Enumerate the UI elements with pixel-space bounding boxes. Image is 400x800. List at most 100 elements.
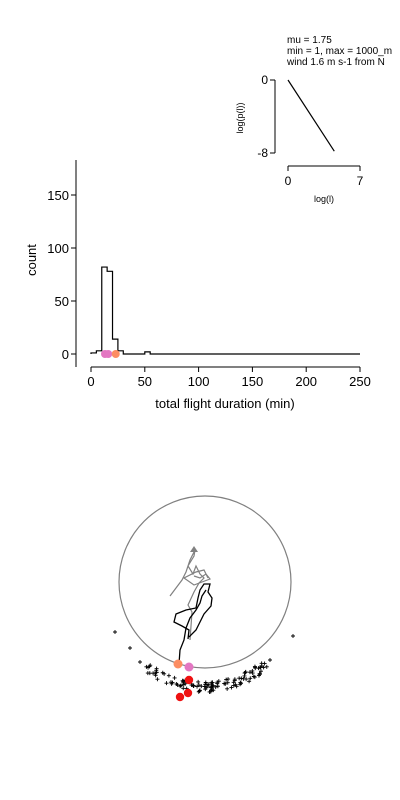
endpoint-plus-88 (196, 689, 201, 694)
endpoint-plus-12 (250, 671, 255, 676)
endpoint-plus-44 (234, 684, 239, 689)
endpoint-plus-112 (204, 682, 209, 687)
endpoint-plus-106 (229, 685, 234, 690)
x-tick-label-2: 100 (188, 374, 210, 389)
endpoint-plus-114 (224, 677, 229, 682)
endpoint-plus-113 (215, 684, 220, 689)
endpoint-plus-102 (146, 665, 151, 670)
y-tick-label-0: 0 (62, 347, 69, 362)
y-ticks: 0 50 100 150 (47, 188, 76, 362)
endpoint-plus-40 (196, 679, 201, 684)
endpoint-plus-90 (210, 680, 215, 685)
endpoint-plus-69 (264, 664, 269, 669)
endpoint-plus-64 (166, 673, 171, 678)
marker-pink (184, 662, 194, 672)
endpoint-plus-119 (216, 679, 221, 684)
endpoint-plus-47 (256, 673, 261, 678)
endpoint-plus-95 (153, 673, 158, 678)
endpoint-plus-101 (226, 677, 231, 682)
y-tick-label-3: 150 (47, 188, 69, 203)
boundary-circle (118, 495, 292, 669)
x-tick-label-3: 150 (242, 374, 264, 389)
endpoint-plus-70 (209, 687, 214, 692)
inset-ylabel: log(p(l)) (235, 102, 245, 133)
endpoint-plus-97 (207, 689, 212, 694)
trajectory-gray-2 (182, 569, 211, 586)
endpoint-plus-37 (155, 677, 160, 682)
x-axis-label: total flight duration (min) (155, 396, 294, 411)
endpoint-plus-120 (113, 630, 117, 634)
endpoint-plus-29 (178, 683, 183, 688)
endpoint-scatter (113, 630, 295, 694)
endpoint-plus-63 (237, 676, 242, 681)
endpoint-plus-76 (242, 673, 247, 678)
endpoint-plus-87 (164, 681, 169, 686)
annotation-mu: mu = 1.75 (287, 35, 332, 46)
y-tick-label-1: 50 (55, 294, 69, 309)
histogram-marker-1 (104, 350, 113, 358)
annotation-wind: wind 1.6 m s-1 from N (286, 57, 385, 68)
inset-plot: 0 -8 0 7 log(l) log(p(l)) (235, 73, 364, 204)
endpoint-plus-116 (208, 685, 213, 690)
histogram: 0 50 100 150 0 50 100 150 200 250 total flight d… (24, 160, 371, 411)
inset-ytick-label-0: 0 (261, 73, 268, 87)
endpoint-plus-115 (258, 669, 263, 674)
inset-ytick-label-1: -8 (257, 146, 268, 160)
endpoint-plus-19 (248, 676, 253, 681)
endpoint-plus-54 (181, 686, 186, 691)
endpoint-plus-108 (162, 671, 167, 676)
marker-red-1 (184, 675, 194, 685)
endpoint-plus-99 (180, 678, 185, 683)
endpoint-plus-94 (202, 684, 207, 689)
endpoint-plus-123 (268, 658, 272, 662)
endpoint-plus-86 (203, 687, 208, 692)
inset-powerlaw-line (287, 79, 335, 152)
endpoint-plus-111 (253, 666, 258, 671)
x-tick-label-4: 200 (295, 374, 317, 389)
endpoint-plus-80 (199, 684, 204, 689)
endpoint-plus-16 (247, 679, 252, 684)
endpoint-plus-118 (215, 681, 220, 686)
trajectory-map (113, 495, 295, 702)
inset-xlabel: log(l) (314, 194, 334, 204)
endpoint-plus-43 (178, 684, 183, 689)
endpoint-plus-103 (259, 664, 264, 669)
endpoint-plus-110 (153, 671, 158, 676)
endpoint-plus-117 (154, 666, 159, 671)
trajectory-black-2 (178, 589, 207, 665)
inset-xtick-label-1: 7 (357, 174, 364, 188)
histogram-markers (100, 350, 120, 358)
x-tick-label-0: 0 (87, 374, 94, 389)
y-tick-label-2: 100 (47, 241, 69, 256)
endpoint-plus-26 (247, 670, 252, 675)
endpoint-plus-122 (138, 660, 142, 664)
endpoint-plus-105 (238, 680, 243, 685)
endpoint-plus-79 (197, 689, 202, 694)
endpoint-plus-55 (239, 681, 244, 686)
x-tick-label-5: 250 (349, 374, 371, 389)
histogram-marker-2 (111, 350, 120, 358)
endpoint-plus-109 (223, 681, 228, 686)
endpoint-plus-74 (257, 671, 262, 676)
endpoint-plus-72 (174, 681, 179, 686)
endpoint-plus-104 (244, 677, 249, 682)
histogram-step-line (90, 266, 360, 355)
x-tick-label-1: 50 (138, 374, 152, 389)
endpoint-plus-73 (232, 678, 237, 683)
endpoint-plus-60 (203, 680, 208, 685)
annotation-range: min = 1, max = 1000_m (287, 46, 392, 57)
trajectory-black-1 (173, 583, 213, 640)
endpoint-plus-71 (225, 686, 230, 691)
inset-xtick-label-0: 0 (285, 174, 292, 188)
endpoint-plus-81 (252, 675, 257, 680)
marker-red-2 (183, 688, 193, 698)
endpoint-plus-107 (190, 683, 195, 688)
endpoint-plus-121 (291, 634, 295, 638)
x-ticks: 0 50 100 150 200 250 (87, 367, 371, 389)
endpoint-plus-35 (172, 675, 177, 680)
marker-red-3 (175, 692, 185, 702)
endpoint-plus-65 (243, 669, 248, 674)
marker-orange (173, 659, 183, 669)
trajectory-arrowhead (190, 546, 198, 552)
